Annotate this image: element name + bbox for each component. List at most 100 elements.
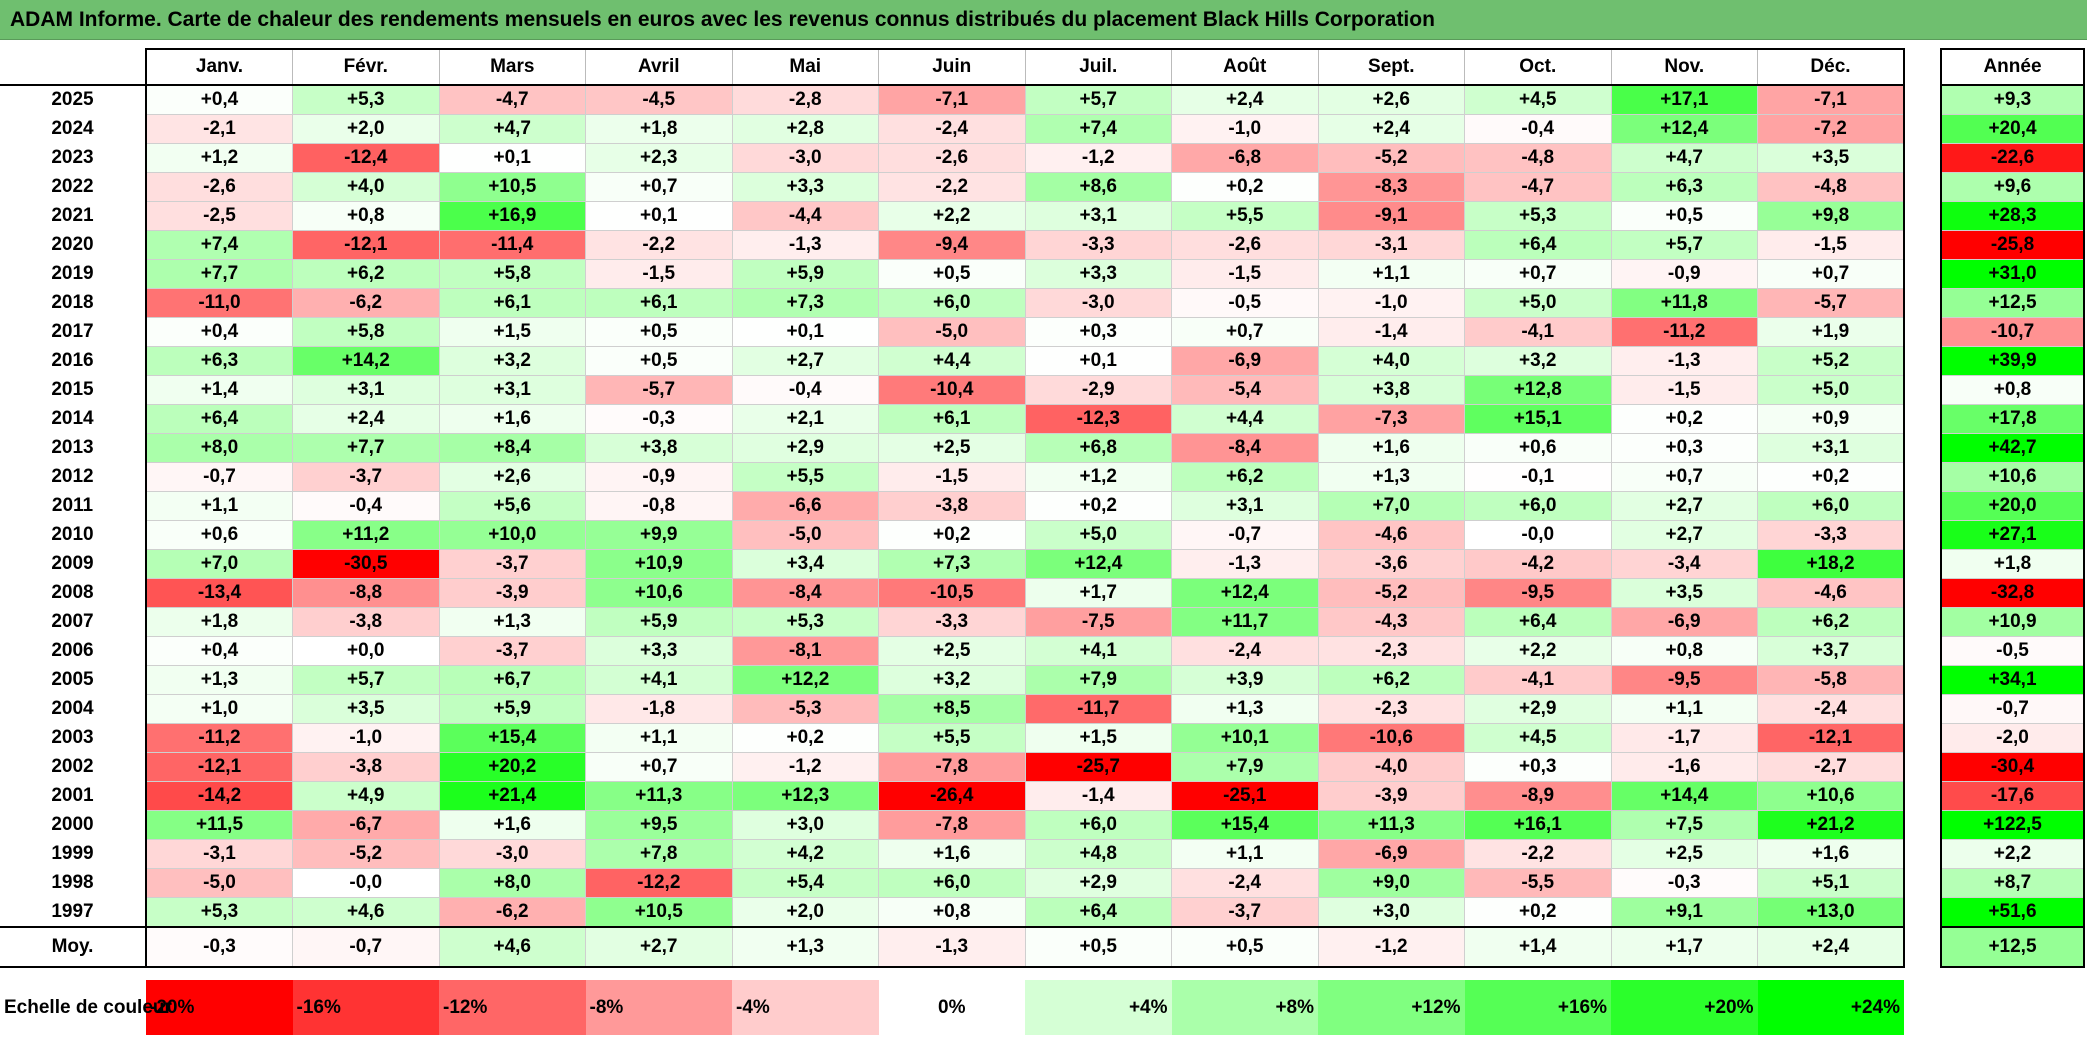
heatmap-cell: +6,0 (1757, 491, 1905, 521)
heatmap-cell: +0,2 (1610, 404, 1758, 434)
heatmap-cell: -11,2 (145, 723, 293, 753)
heatmap-cell: -12,2 (585, 868, 733, 898)
annual-cell: +1,8 (1940, 549, 2085, 579)
heatmap-cell: -7,3 (1317, 404, 1465, 434)
heatmap-cell: +3,0 (731, 810, 879, 840)
heatmap-cell: +3,1 (438, 375, 586, 405)
average-row: Moy. -0,3 -0,7 +4,6 +2,7 +1,3 -1,3 +0,5 +0,5 -1,2… (0, 926, 2085, 968)
year-row: 1999 -3,1 -5,2 -3,0 +7,8 +4,2 +1,6 +4,8 +1,1 -6,9… (0, 839, 2085, 869)
heatmap-cell: +2,8 (731, 114, 879, 144)
heatmap-cell: -3,8 (292, 752, 440, 782)
heatmap-cell: +5,0 (1757, 375, 1905, 405)
heatmap-cell: -3,3 (1024, 230, 1172, 260)
heatmap-cell: -3,3 (878, 607, 1026, 637)
heatmap-cell: -30,5 (292, 549, 440, 579)
annual-cell: -10,7 (1940, 317, 2085, 347)
heatmap-cell: +0,7 (1757, 259, 1905, 289)
heatmap-cell: -2,3 (1317, 636, 1465, 666)
heatmap-cell: +5,1 (1757, 868, 1905, 898)
heatmap-cell: +10,6 (1757, 781, 1905, 811)
heatmap-cell: +6,3 (1610, 172, 1758, 202)
heatmap-cell: +0,7 (585, 752, 733, 782)
year-row: 2025 +0,4 +5,3 -4,7 -4,5 -2,8 -7,1 +5,7 +2,4 +2,6… (0, 84, 2085, 115)
heatmap-cell: +4,6 (292, 897, 440, 928)
heatmap-cell: -0,9 (585, 462, 733, 492)
heatmap-cell: -0,0 (1464, 520, 1612, 550)
color-scale-step: -4% (732, 980, 879, 1035)
month-header: Août (1171, 48, 1318, 86)
year-row: 2021 -2,5 +0,8 +16,9 +0,1 -4,4 +2,2 +3,1 +5,5 -9,… (0, 201, 2085, 231)
heatmap-cell: -3,4 (1610, 549, 1758, 579)
heatmap-cell: -1,5 (1757, 230, 1905, 260)
heatmap-cell: -12,4 (292, 143, 440, 173)
heatmap-cell: +0,5 (585, 317, 733, 347)
heatmap-cell: +1,3 (1171, 694, 1319, 724)
heatmap-cell: -3,1 (1317, 230, 1465, 260)
gap-cell (1904, 462, 1941, 492)
heatmap-cell: +1,6 (1757, 839, 1905, 869)
average-cell: +2,7 (585, 926, 733, 968)
heatmap-cell: +3,2 (878, 665, 1026, 695)
heatmap-cell: +0,8 (292, 201, 440, 231)
heatmap-cell: -14,2 (145, 781, 293, 811)
annual-cell: +39,9 (1940, 346, 2085, 376)
heatmap-cell: -3,9 (1317, 781, 1465, 811)
heatmap-cell: -5,3 (731, 694, 879, 724)
heatmap-cell: +2,9 (731, 433, 879, 463)
heatmap-cell: +6,1 (585, 288, 733, 318)
heatmap-cell: -4,1 (1464, 665, 1612, 695)
month-header: Mai (731, 48, 879, 86)
heatmap-cell: +5,0 (1024, 520, 1172, 550)
heatmap-cell: +4,7 (1610, 143, 1758, 173)
heatmap-cell: -0,7 (145, 462, 293, 492)
heatmap-cell: -8,1 (731, 636, 879, 666)
year-label: 2014 (51, 408, 94, 429)
year-label: 2003 (51, 727, 94, 748)
heatmap-cell: +2,3 (585, 143, 733, 173)
heatmap-cell: +0,1 (438, 143, 586, 173)
heatmap-cell: -26,4 (878, 781, 1026, 811)
heatmap-cell: -3,7 (438, 549, 586, 579)
heatmap-cell: -4,1 (1464, 317, 1612, 347)
heatmap-cell: -0,4 (292, 491, 440, 521)
heatmap-cell: +3,2 (438, 346, 586, 376)
heatmap-cell: +1,7 (1024, 578, 1172, 608)
heatmap-cell: +0,6 (145, 520, 293, 550)
heatmap-cell: +6,1 (438, 288, 586, 318)
heatmap-cell: -2,8 (731, 84, 879, 115)
heatmap-cell: +5,7 (292, 665, 440, 695)
year-label: 2002 (51, 756, 94, 777)
heatmap-cell: +12,4 (1024, 549, 1172, 579)
month-header: Sept. (1317, 48, 1465, 86)
heatmap-cell: -6,2 (292, 288, 440, 318)
heatmap-cell: +11,3 (1317, 810, 1465, 840)
heatmap-cell: -5,7 (1757, 288, 1905, 318)
annual-header: Année (1940, 48, 2085, 86)
heatmap-cell: -5,2 (292, 839, 440, 869)
heatmap-cell: +5,4 (731, 868, 879, 898)
heatmap-cell: +0,7 (1464, 259, 1612, 289)
heatmap-cell: -1,5 (585, 259, 733, 289)
heatmap-cell: -3,0 (438, 839, 586, 869)
annual-cell: +17,8 (1940, 404, 2085, 434)
annual-cell: +9,6 (1940, 172, 2085, 202)
heatmap-cell: +11,7 (1171, 607, 1319, 637)
annual-cell: +20,4 (1940, 114, 2085, 144)
heatmap-cell: -25,1 (1171, 781, 1319, 811)
heatmap-cell: +9,8 (1757, 201, 1905, 231)
annual-cell: +10,6 (1940, 462, 2085, 492)
annual-cell: -32,8 (1940, 578, 2085, 608)
heatmap-cell: +2,2 (1464, 636, 1612, 666)
heatmap-cell: -3,0 (1024, 288, 1172, 318)
heatmap-cell: +0,2 (1757, 462, 1905, 492)
heatmap-cell: +5,8 (292, 317, 440, 347)
year-row: 2011 +1,1 -0,4 +5,6 -0,8 -6,6 -3,8 +0,2 +3,1 +7,0… (0, 491, 2085, 521)
heatmap-cell: -1,3 (731, 230, 879, 260)
year-row: 2023 +1,2 -12,4 +0,1 +2,3 -3,0 -2,6 -1,2 -6,8 -5,… (0, 143, 2085, 173)
gap-cell (1904, 665, 1941, 695)
heatmap-cell: +12,8 (1464, 375, 1612, 405)
average-cell: +0,5 (1171, 926, 1319, 968)
heatmap-cell: +7,8 (585, 839, 733, 869)
heatmap-cell: +5,7 (1024, 84, 1172, 115)
heatmap-cell: +2,9 (1024, 868, 1172, 898)
